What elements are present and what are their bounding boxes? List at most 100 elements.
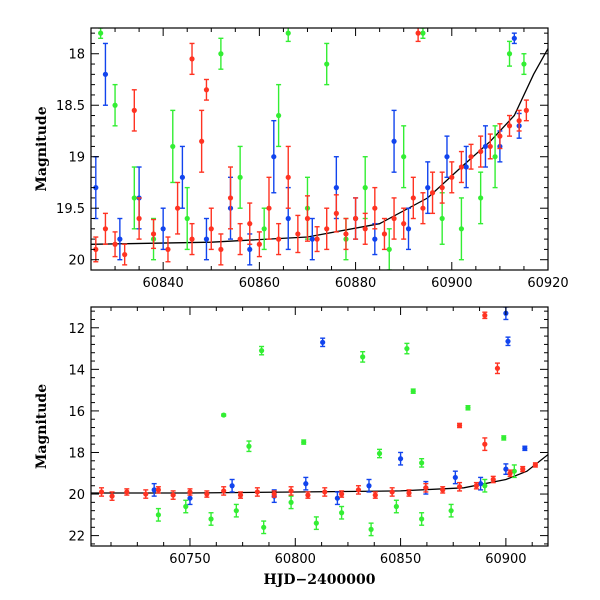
red-data-point: [372, 491, 378, 499]
y-tick-label: 19: [68, 151, 85, 166]
y-tick-label: 14: [68, 363, 85, 378]
red-data-point: [423, 482, 429, 493]
blue-data-point: [229, 478, 235, 493]
green-data-point: [155, 507, 161, 522]
red-data-point: [124, 488, 130, 496]
red-data-point: [410, 176, 416, 220]
red-data-point: [203, 78, 210, 101]
green-data-point: [393, 499, 399, 514]
red-data-point: [189, 222, 195, 256]
red-data-point: [199, 109, 205, 173]
green-data-point: [511, 464, 517, 479]
y-axis-title: Magnitude: [34, 106, 50, 191]
x-tick-label: 60860: [239, 276, 280, 291]
x-tick-label: 60840: [142, 276, 183, 291]
red-data-point: [490, 475, 496, 484]
red-data-point: [208, 207, 214, 251]
green-data-point: [258, 345, 265, 356]
green-data-point: [218, 37, 224, 70]
y-tick-label: 22: [68, 530, 85, 545]
red-data-point: [322, 487, 328, 497]
red-data-point: [305, 491, 311, 499]
red-data-point: [324, 207, 330, 251]
blue-data-point: [478, 476, 484, 491]
blue-data-point: [160, 207, 166, 251]
red-data-point: [165, 236, 171, 263]
blue-data-point: [320, 337, 326, 348]
red-data-point: [247, 202, 253, 245]
red-data-point: [352, 197, 359, 240]
red-data-point: [170, 490, 176, 500]
green-data-point: [420, 28, 426, 39]
green-data-point: [482, 478, 488, 493]
green-data-point: [237, 145, 243, 209]
red-data-point: [439, 171, 445, 204]
y-tick-label: 19.5: [56, 202, 85, 217]
blue-data-point: [522, 445, 528, 452]
green-data-point: [465, 405, 471, 411]
green-data-point: [448, 503, 454, 518]
green-data-point: [170, 109, 176, 184]
green-data-point: [221, 412, 227, 418]
y-axis-title: Magnitude: [34, 384, 50, 469]
red-data-point: [150, 218, 157, 250]
red-data-point: [285, 145, 291, 209]
x-tick-label: 60920: [527, 276, 568, 291]
red-data-point: [314, 226, 320, 253]
plot-frame: [90, 306, 549, 547]
red-data-point: [237, 222, 243, 256]
green-data-point: [492, 125, 498, 189]
red-data-point: [295, 214, 301, 254]
green-data-point: [478, 171, 484, 225]
green-data-point: [261, 520, 267, 535]
y-tick-label: 20: [68, 488, 85, 503]
blue-data-point: [505, 336, 511, 347]
red-data-point: [131, 89, 137, 132]
red-data-point: [482, 437, 488, 452]
green-data-point: [301, 439, 307, 445]
red-data-point: [507, 469, 513, 478]
green-data-point: [288, 495, 294, 510]
green-data-point: [458, 197, 465, 261]
red-data-point: [288, 486, 294, 496]
blue-data-point: [366, 478, 372, 493]
green-data-point: [404, 342, 410, 355]
red-data-point: [415, 28, 421, 43]
red-data-point: [174, 181, 181, 235]
green-data-point: [339, 505, 345, 520]
red-data-point: [487, 133, 493, 160]
red-data-point: [372, 186, 378, 230]
blue-data-point: [511, 32, 517, 45]
red-data-point: [532, 462, 538, 468]
red-data-point: [440, 486, 446, 494]
green-data-point: [386, 228, 392, 270]
green-data-point: [261, 207, 267, 251]
model-curve: [91, 48, 548, 245]
red-data-point: [256, 231, 262, 258]
red-data-point: [98, 487, 105, 497]
blue-data-point: [151, 482, 157, 497]
y-tick-label: 18.5: [56, 99, 85, 114]
red-data-point: [102, 212, 109, 245]
blue-data-point: [102, 42, 109, 106]
green-data-point: [368, 522, 374, 537]
green-data-point: [419, 458, 425, 468]
red-data-point: [401, 207, 407, 240]
x-tick-label: 60900: [431, 276, 472, 291]
red-data-point: [478, 135, 484, 168]
blue-data-point: [334, 491, 341, 506]
red-data-point: [93, 236, 99, 263]
red-data-point: [406, 489, 412, 497]
red-data-point: [456, 481, 463, 492]
green-data-point: [419, 512, 425, 526]
red-data-point: [143, 489, 149, 499]
red-data-point: [494, 362, 501, 375]
red-data-point: [221, 486, 227, 496]
red-data-point: [362, 212, 368, 245]
blue-data-point: [179, 145, 185, 209]
x-tick-label: 60900: [485, 552, 526, 567]
red-data-point: [187, 488, 193, 496]
red-data-point: [304, 195, 311, 242]
red-data-point: [506, 114, 513, 137]
blue-data-point: [309, 217, 315, 261]
